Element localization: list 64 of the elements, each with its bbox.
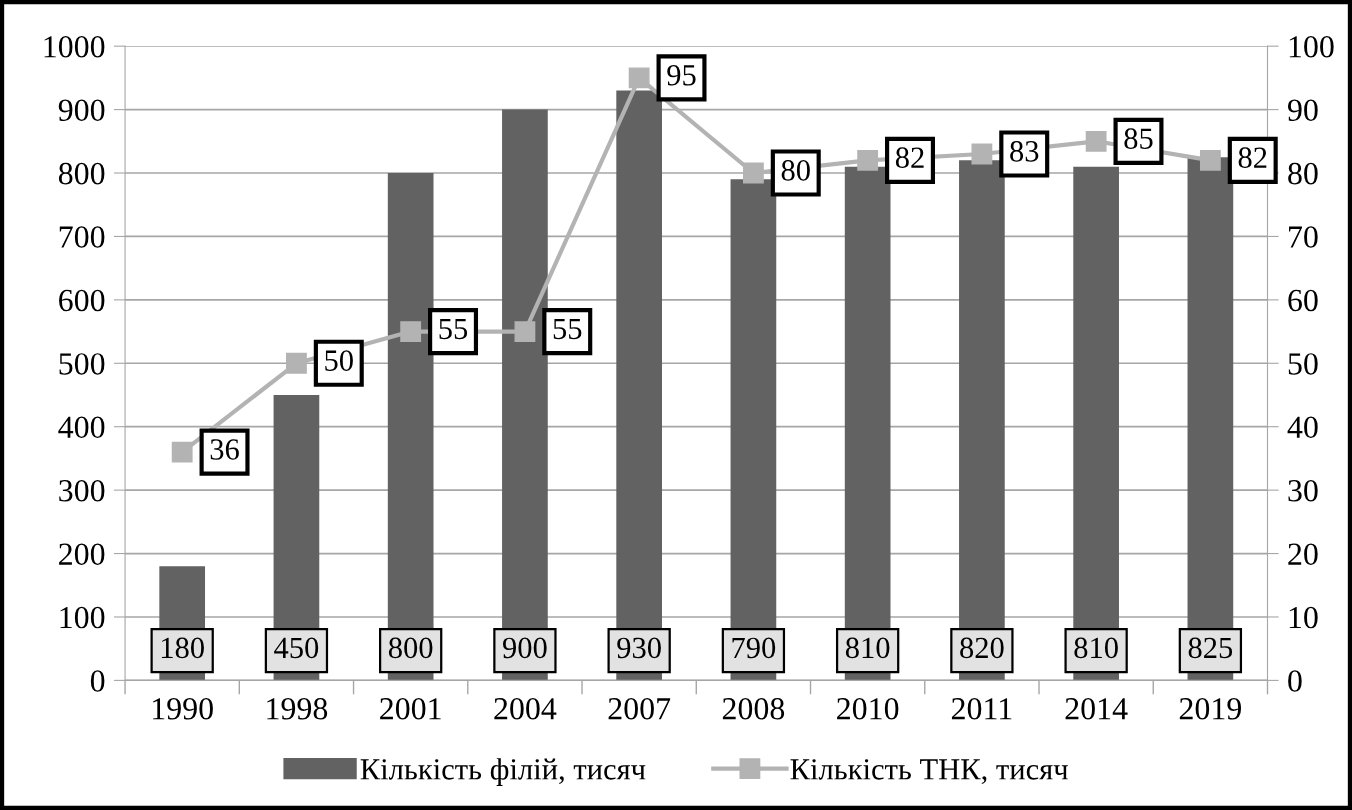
data-label: 83 bbox=[1010, 141, 1039, 162]
x-tick-label: 2011 bbox=[951, 697, 1012, 720]
data-label: 900 bbox=[502, 637, 547, 659]
x-tick-label: 2001 bbox=[380, 697, 441, 720]
data-label: 450 bbox=[274, 637, 319, 659]
point bbox=[400, 321, 422, 342]
y-tick-label: 900 bbox=[58, 99, 105, 121]
y2-tick-label: 90 bbox=[1287, 99, 1318, 121]
y2-tick-label: 60 bbox=[1288, 289, 1318, 312]
y2-tick-label: 100 bbox=[1289, 36, 1334, 58]
data-label: 810 bbox=[845, 637, 890, 659]
x-tick-label: 2007 bbox=[608, 697, 671, 720]
y-tick-label: 500 bbox=[59, 353, 105, 375]
y-tick-label: 300 bbox=[59, 479, 105, 502]
y-tick-label: 100 bbox=[60, 606, 105, 629]
point bbox=[857, 149, 879, 171]
data-label: 85 bbox=[1124, 128, 1153, 149]
y2-tick-label: 0 bbox=[1288, 670, 1302, 692]
y-tick-label: 800 bbox=[58, 162, 105, 185]
y-tick-label: 400 bbox=[58, 416, 105, 439]
data-label: 800 bbox=[388, 637, 433, 659]
point bbox=[286, 352, 307, 374]
point bbox=[742, 162, 764, 184]
point bbox=[628, 67, 650, 89]
data-label: 95 bbox=[667, 65, 696, 86]
x-tick-label: 2014 bbox=[1065, 697, 1128, 720]
data-label: 80 bbox=[781, 160, 810, 181]
data-label: 36 bbox=[210, 439, 239, 460]
x-tick-label: 2004 bbox=[494, 697, 557, 720]
x-tick-label: 2008 bbox=[722, 697, 785, 720]
y2-tick-label: 80 bbox=[1288, 162, 1318, 185]
y2-tick-label: 70 bbox=[1289, 226, 1318, 248]
y-tick-label: 600 bbox=[59, 289, 105, 312]
data-label: 825 bbox=[1188, 637, 1233, 659]
data-label: 82 bbox=[1238, 147, 1267, 168]
legend-label: Кількість ТНК, тисяч bbox=[790, 759, 1068, 785]
point bbox=[1199, 149, 1221, 171]
data-label: 82 bbox=[895, 147, 924, 168]
data-label: 180 bbox=[161, 637, 204, 659]
point bbox=[971, 143, 993, 165]
data-label: 55 bbox=[553, 318, 582, 340]
y-tick-label: 1000 bbox=[44, 36, 105, 58]
y-tick-label: 0 bbox=[90, 670, 105, 692]
data-label: 820 bbox=[960, 637, 1004, 659]
data-label: 55 bbox=[439, 318, 468, 340]
y2-tick-label: 40 bbox=[1287, 416, 1318, 439]
data-label: 50 bbox=[325, 350, 353, 371]
data-label: 810 bbox=[1074, 637, 1118, 659]
y2-tick-label: 30 bbox=[1288, 479, 1318, 502]
data-label: 930 bbox=[617, 637, 661, 659]
point bbox=[171, 441, 193, 463]
x-tick-label: 1990 bbox=[153, 697, 213, 720]
y2-tick-label: 20 bbox=[1288, 543, 1318, 565]
data-label: 790 bbox=[732, 637, 776, 659]
point bbox=[514, 321, 536, 342]
legend-label: Кількість філій, тисяч bbox=[360, 758, 646, 786]
point bbox=[1085, 130, 1107, 152]
y-tick-label: 700 bbox=[59, 226, 105, 248]
x-tick-label: 1998 bbox=[267, 697, 328, 720]
y2-tick-label: 10 bbox=[1289, 606, 1318, 629]
x-tick-label: 2019 bbox=[1179, 697, 1242, 720]
y-tick-label: 200 bbox=[59, 543, 105, 565]
y2-tick-label: 50 bbox=[1288, 353, 1318, 375]
x-tick-label: 2010 bbox=[837, 697, 899, 720]
